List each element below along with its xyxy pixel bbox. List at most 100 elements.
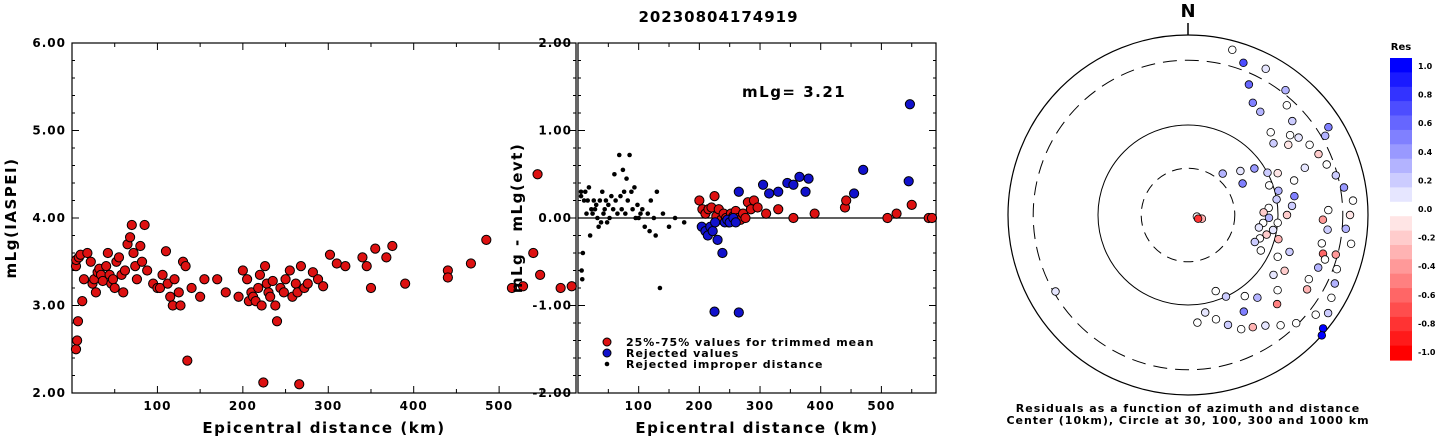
data-point xyxy=(294,379,305,390)
data-point xyxy=(118,287,129,298)
data-point xyxy=(620,167,626,173)
data-point xyxy=(157,269,168,280)
station-point xyxy=(1239,307,1248,316)
data-point xyxy=(465,258,477,269)
colorbar-swatch xyxy=(1390,58,1412,73)
station-point xyxy=(1287,201,1297,211)
data-point xyxy=(592,206,598,212)
data-point xyxy=(595,215,600,221)
station-point xyxy=(1327,293,1336,302)
data-point xyxy=(295,261,307,272)
data-point xyxy=(259,261,271,272)
colorbar-swatch xyxy=(1390,345,1412,361)
station-point xyxy=(1051,287,1060,296)
data-point xyxy=(607,215,612,221)
data-point xyxy=(506,282,518,294)
data-point xyxy=(70,344,82,355)
station-point xyxy=(1323,308,1333,318)
data-point xyxy=(90,287,102,298)
residual-vs-distance-chart: 100 200 300 400 500 -2.00 -1.00 0.00 1.00 2.00 Epi… xyxy=(510,36,938,437)
station-point xyxy=(1317,331,1326,340)
data-point xyxy=(72,335,83,346)
data-point xyxy=(256,300,267,311)
legend-entry: Rejected improper distance xyxy=(626,358,823,371)
data-point xyxy=(707,226,718,237)
data-point xyxy=(773,204,784,215)
station-point xyxy=(1269,139,1278,148)
data-point xyxy=(237,265,248,276)
polar-caption-line1: Residuals as a function of azimuth and d… xyxy=(1016,402,1360,415)
data-point xyxy=(616,152,622,158)
station-point xyxy=(1239,58,1248,67)
data-point xyxy=(582,189,588,195)
data-point xyxy=(357,252,368,263)
colorbar-tick-label: 1.0 xyxy=(1418,62,1433,71)
data-point xyxy=(324,249,336,260)
data-point xyxy=(651,215,657,221)
data-point xyxy=(710,217,721,228)
data-point xyxy=(186,282,197,294)
colorbar-swatch xyxy=(1390,173,1412,188)
data-point xyxy=(625,198,631,203)
colorbar-tick-label: 0.4 xyxy=(1418,148,1433,157)
station-point xyxy=(1290,191,1299,201)
data-point xyxy=(109,282,120,294)
data-point xyxy=(903,176,914,187)
plot-frame xyxy=(71,42,577,394)
station-point xyxy=(1273,286,1282,295)
data-point xyxy=(926,212,938,224)
data-point xyxy=(647,228,652,234)
station-point xyxy=(1341,224,1350,233)
station-point xyxy=(1269,270,1278,280)
data-point xyxy=(302,278,313,289)
station-point xyxy=(1193,318,1202,327)
station-point xyxy=(1236,325,1246,334)
data-point xyxy=(579,276,585,282)
data-point xyxy=(635,202,640,208)
station-point xyxy=(1250,237,1259,247)
magnitude-annotation: mLg= 3.21 xyxy=(742,83,846,101)
data-point xyxy=(598,220,604,225)
data-point xyxy=(290,278,301,289)
data-point xyxy=(618,193,623,199)
colorbar-swatch xyxy=(1390,201,1412,217)
station-point xyxy=(1346,239,1356,248)
station-point xyxy=(1236,166,1245,176)
data-point xyxy=(212,274,223,285)
data-point xyxy=(612,171,617,177)
data-point xyxy=(581,198,587,203)
station-point xyxy=(1339,183,1349,192)
station-point xyxy=(1248,323,1257,332)
station-point xyxy=(1265,181,1274,190)
data-point xyxy=(640,206,645,212)
data-point xyxy=(278,287,289,298)
data-point xyxy=(596,224,601,230)
station-point xyxy=(1274,234,1283,244)
colorbar-tick-label: -0.2 xyxy=(1418,234,1436,243)
station-point xyxy=(1285,130,1295,140)
station-point xyxy=(1221,292,1231,301)
data-point xyxy=(906,199,917,210)
data-point xyxy=(169,274,180,285)
data-point xyxy=(101,261,112,272)
data-point xyxy=(657,285,663,291)
colorbar-swatch xyxy=(1390,129,1412,145)
data-point xyxy=(601,211,606,216)
station-point xyxy=(1321,131,1330,140)
data-point xyxy=(233,291,244,302)
x-tick-label: 300 xyxy=(314,399,342,413)
station-point xyxy=(1266,128,1275,137)
data-point xyxy=(142,265,153,276)
data-point xyxy=(578,193,584,199)
legend-entry: Rejected values xyxy=(626,347,739,360)
y-tick-label: 0.00 xyxy=(538,211,572,225)
station-point xyxy=(1324,122,1333,132)
data-point xyxy=(578,189,584,195)
data-point xyxy=(139,219,150,231)
station-point xyxy=(1304,275,1313,284)
data-point xyxy=(182,355,193,366)
data-point xyxy=(712,234,723,245)
data-point xyxy=(400,278,411,289)
colorbar-swatch xyxy=(1390,331,1412,347)
data-point xyxy=(619,206,624,212)
